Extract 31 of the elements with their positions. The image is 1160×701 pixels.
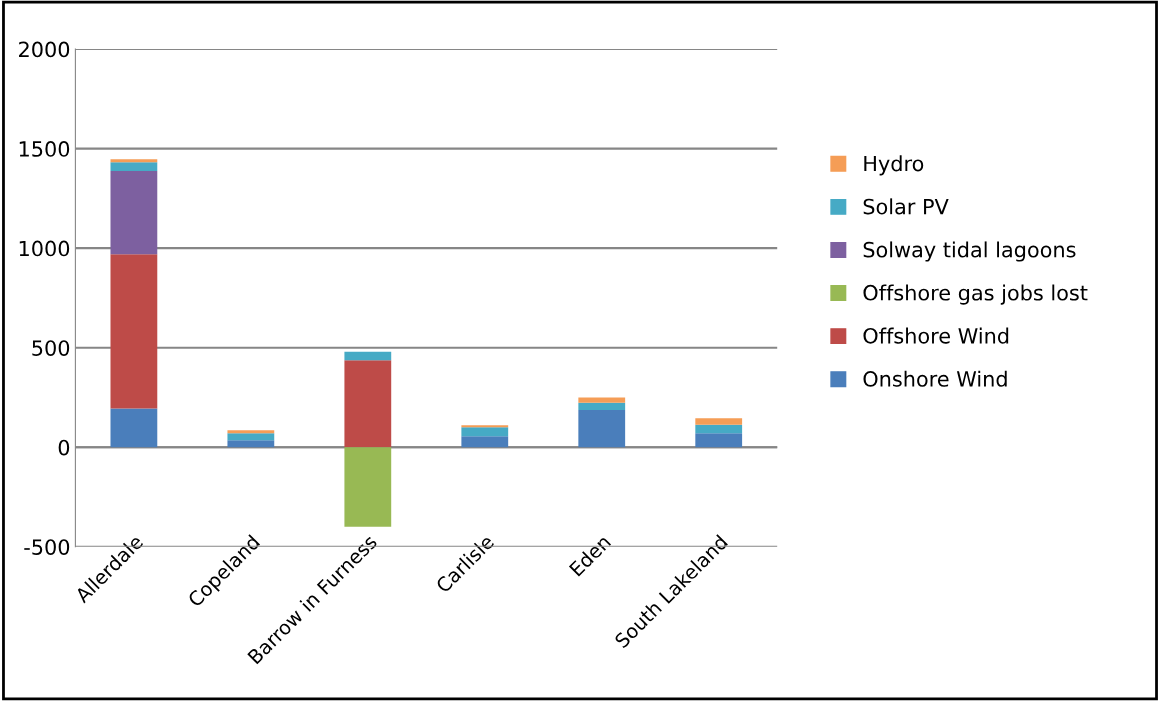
legend-label: Onshore Wind	[863, 370, 1007, 387]
y-tick-label: 1000	[19, 240, 70, 257]
bar	[578, 402, 626, 411]
bar	[344, 360, 392, 448]
bar	[344, 447, 392, 527]
y-tick-label: -500	[24, 539, 70, 555]
bar	[110, 254, 158, 409]
bar	[110, 159, 158, 163]
bar	[110, 408, 158, 448]
y-tick-label: 500	[32, 340, 70, 356]
bar	[578, 397, 626, 403]
bar	[110, 170, 158, 255]
legend-label: Hydro	[864, 155, 924, 176]
bar	[461, 427, 509, 437]
legend-label: Offshore gas jobs lost	[863, 284, 1088, 305]
bar	[227, 440, 275, 448]
bar	[461, 436, 509, 448]
bar	[695, 424, 743, 434]
bar	[695, 418, 743, 425]
bar	[110, 162, 158, 171]
legend-label: Solway tidal lagoons	[863, 241, 1076, 262]
bar	[227, 430, 275, 434]
y-tick-label: 0	[58, 439, 70, 456]
bar	[227, 433, 275, 441]
bar	[695, 433, 743, 448]
bar	[344, 351, 392, 361]
y-tick-label: 1500	[19, 141, 70, 157]
bar	[578, 410, 626, 448]
legend-label: Offshore Wind	[863, 327, 1009, 344]
legend-label: Solar PV	[863, 198, 949, 215]
y-tick-label: 2000	[19, 41, 70, 58]
